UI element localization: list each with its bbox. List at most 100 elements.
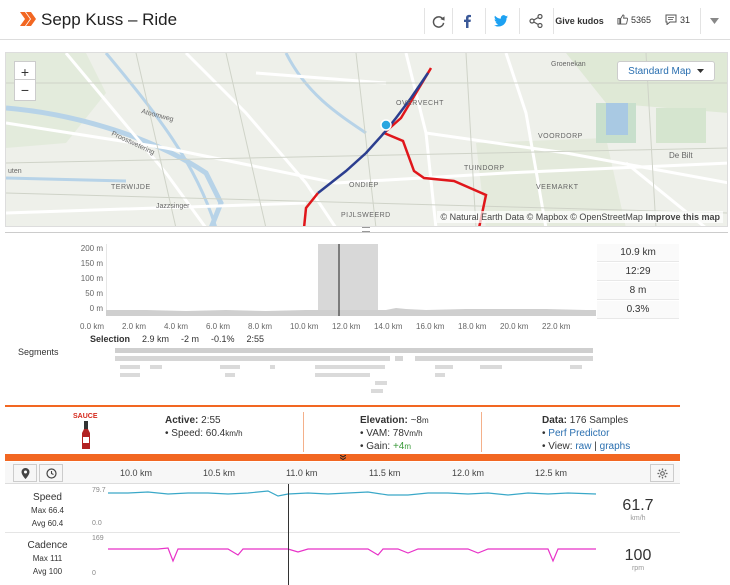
segment-bar[interactable] bbox=[371, 389, 383, 393]
segment-bar[interactable] bbox=[315, 373, 370, 377]
twitter-icon bbox=[493, 15, 508, 27]
segment-bar[interactable] bbox=[120, 365, 140, 369]
map-label-tuindorp: TUINDORP bbox=[464, 165, 505, 172]
gear-icon bbox=[656, 467, 668, 479]
analysis-toolbar: 10.0 km 10.5 km 11.0 km 11.5 km 12.0 km 12.5 … bbox=[5, 462, 680, 484]
segments-track[interactable] bbox=[115, 348, 595, 398]
segment-bar[interactable] bbox=[375, 381, 387, 385]
kudos-count[interactable]: 5365 bbox=[617, 14, 651, 25]
comment-icon bbox=[665, 14, 677, 25]
cadence-stream-max: Max 111 bbox=[32, 554, 63, 563]
view-separator: | bbox=[594, 441, 597, 452]
elev-x-tick: 16.0 km bbox=[416, 322, 445, 331]
speed-stream-chart[interactable] bbox=[108, 485, 596, 529]
analysis-cursor[interactable] bbox=[288, 484, 289, 585]
settings-button[interactable] bbox=[650, 464, 674, 482]
sauce-bottle-icon bbox=[82, 421, 90, 449]
data-summary: Data: 176 Samples • Perf Predictor • Vie… bbox=[542, 415, 631, 452]
strava-chevron-icon bbox=[20, 12, 36, 26]
map-label-terwijde: TERWIJDE bbox=[111, 184, 151, 191]
elev-x-tick: 10.0 km bbox=[290, 322, 319, 331]
view-graphs-link[interactable]: graphs bbox=[599, 441, 631, 452]
speed-axis-top: 79.7 bbox=[92, 487, 106, 494]
segment-bar[interactable] bbox=[225, 373, 235, 377]
chevron-down-icon bbox=[710, 18, 719, 24]
map-pin-button[interactable] bbox=[13, 464, 37, 482]
speed-unit: km/h bbox=[225, 429, 243, 438]
segment-bar[interactable] bbox=[115, 356, 390, 361]
segment-bar[interactable] bbox=[115, 348, 593, 353]
data-label: Data: bbox=[542, 415, 568, 426]
segment-bar[interactable] bbox=[570, 365, 582, 369]
facebook-share-button[interactable] bbox=[452, 8, 480, 34]
speed-label: Speed: bbox=[171, 428, 203, 439]
zoom-out-button[interactable]: − bbox=[14, 79, 36, 101]
segment-bar[interactable] bbox=[435, 373, 445, 377]
clock-icon bbox=[45, 467, 57, 479]
view-raw-link[interactable]: raw bbox=[575, 441, 592, 452]
map-label-uten: uten bbox=[8, 168, 22, 175]
elevation-x-axis: 0.0 km 2.0 km 4.0 km 6.0 km 8.0 km 10.0 km 12.… bbox=[80, 322, 600, 332]
position-marker bbox=[380, 119, 392, 131]
elevation-profile-chart[interactable] bbox=[106, 244, 596, 319]
segment-bar[interactable] bbox=[270, 365, 275, 369]
speed-current-unit: km/h bbox=[630, 515, 646, 522]
map-label-groenekan: Groenekan bbox=[551, 61, 586, 68]
speed-current-value-box: 61.7 km/h bbox=[597, 497, 679, 522]
elev-x-tick: 18.0 km bbox=[458, 322, 487, 331]
segment-bar[interactable] bbox=[220, 365, 240, 369]
map-style-select[interactable]: Standard Map bbox=[617, 61, 715, 81]
summary-divider bbox=[481, 412, 482, 452]
share-button[interactable] bbox=[519, 8, 551, 34]
elev-x-tick: 2.0 km bbox=[122, 322, 147, 331]
segment-bar[interactable] bbox=[395, 356, 403, 361]
segment-bar[interactable] bbox=[480, 365, 502, 369]
double-chevron-down-icon bbox=[340, 455, 346, 460]
active-summary: Active: 2:55 • Speed: 60.4km/h bbox=[165, 415, 243, 439]
selection-label: Selection bbox=[90, 334, 131, 344]
elevation-summary: Elevation: ~8m • VAM: 78Vm/h • Gain: +4m bbox=[360, 415, 429, 452]
comment-count[interactable]: 31 bbox=[665, 14, 690, 25]
vam-value: 78 bbox=[392, 428, 404, 439]
vam-unit: Vm/h bbox=[403, 429, 423, 438]
cadence-line bbox=[108, 547, 596, 563]
speed-stream-title: Speed bbox=[33, 492, 62, 503]
cadence-current-value: 100 bbox=[624, 547, 652, 564]
cadence-current-value-box: 100 rpm bbox=[597, 547, 679, 572]
elev-x-tick: 4.0 km bbox=[164, 322, 189, 331]
map-label-overvecht: OVERVECHT bbox=[396, 100, 444, 107]
twitter-share-button[interactable] bbox=[485, 8, 515, 34]
elevation-selection-region bbox=[318, 244, 378, 316]
active-value: 2:55 bbox=[201, 415, 221, 426]
give-kudos-button[interactable]: Give kudos bbox=[553, 8, 605, 34]
segment-bar[interactable] bbox=[315, 365, 385, 369]
active-label: Active: bbox=[165, 415, 199, 426]
cadence-stream-chart[interactable] bbox=[108, 535, 596, 579]
vam-label: VAM: bbox=[366, 428, 390, 439]
refresh-button[interactable] bbox=[424, 8, 452, 34]
more-options-button[interactable] bbox=[700, 8, 728, 34]
speed-line bbox=[108, 490, 596, 497]
improve-map-link[interactable]: Improve this map bbox=[645, 212, 720, 222]
perf-predictor-link[interactable]: Perf Predictor bbox=[548, 428, 610, 439]
row-divider bbox=[5, 532, 680, 533]
sauce-collapse-bar[interactable] bbox=[5, 454, 680, 461]
segment-bar[interactable] bbox=[435, 365, 453, 369]
speed-stream-labels: Speed Max 66.4 Avg 60.4 bbox=[15, 491, 80, 530]
share-icon bbox=[528, 14, 543, 28]
activity-header: Sepp Kuss – Ride Give kudos 5365 31 bbox=[0, 0, 730, 40]
kudos-count-label: 5365 bbox=[631, 14, 652, 25]
map-resize-handle[interactable] bbox=[362, 227, 370, 232]
selection-distance-value: 2.9 km bbox=[142, 334, 170, 344]
elev-x-tick: 14.0 km bbox=[374, 322, 403, 331]
speed-axis-bottom: 0.0 bbox=[92, 520, 102, 527]
route-map[interactable]: Groenekan OVERVECHT VOORDORP De Bilt TUI… bbox=[5, 52, 728, 227]
page-title: Sepp Kuss – Ride bbox=[41, 10, 178, 29]
cadence-stream-title: Cadence bbox=[27, 540, 68, 551]
segment-bar[interactable] bbox=[150, 365, 162, 369]
time-axis-button[interactable] bbox=[39, 464, 63, 482]
map-label-voordorp: VOORDORP bbox=[538, 133, 583, 140]
segment-bar[interactable] bbox=[415, 356, 593, 361]
map-attribution-text: © Natural Earth Data © Mapbox © OpenStre… bbox=[440, 212, 643, 222]
segment-bar[interactable] bbox=[120, 373, 140, 377]
